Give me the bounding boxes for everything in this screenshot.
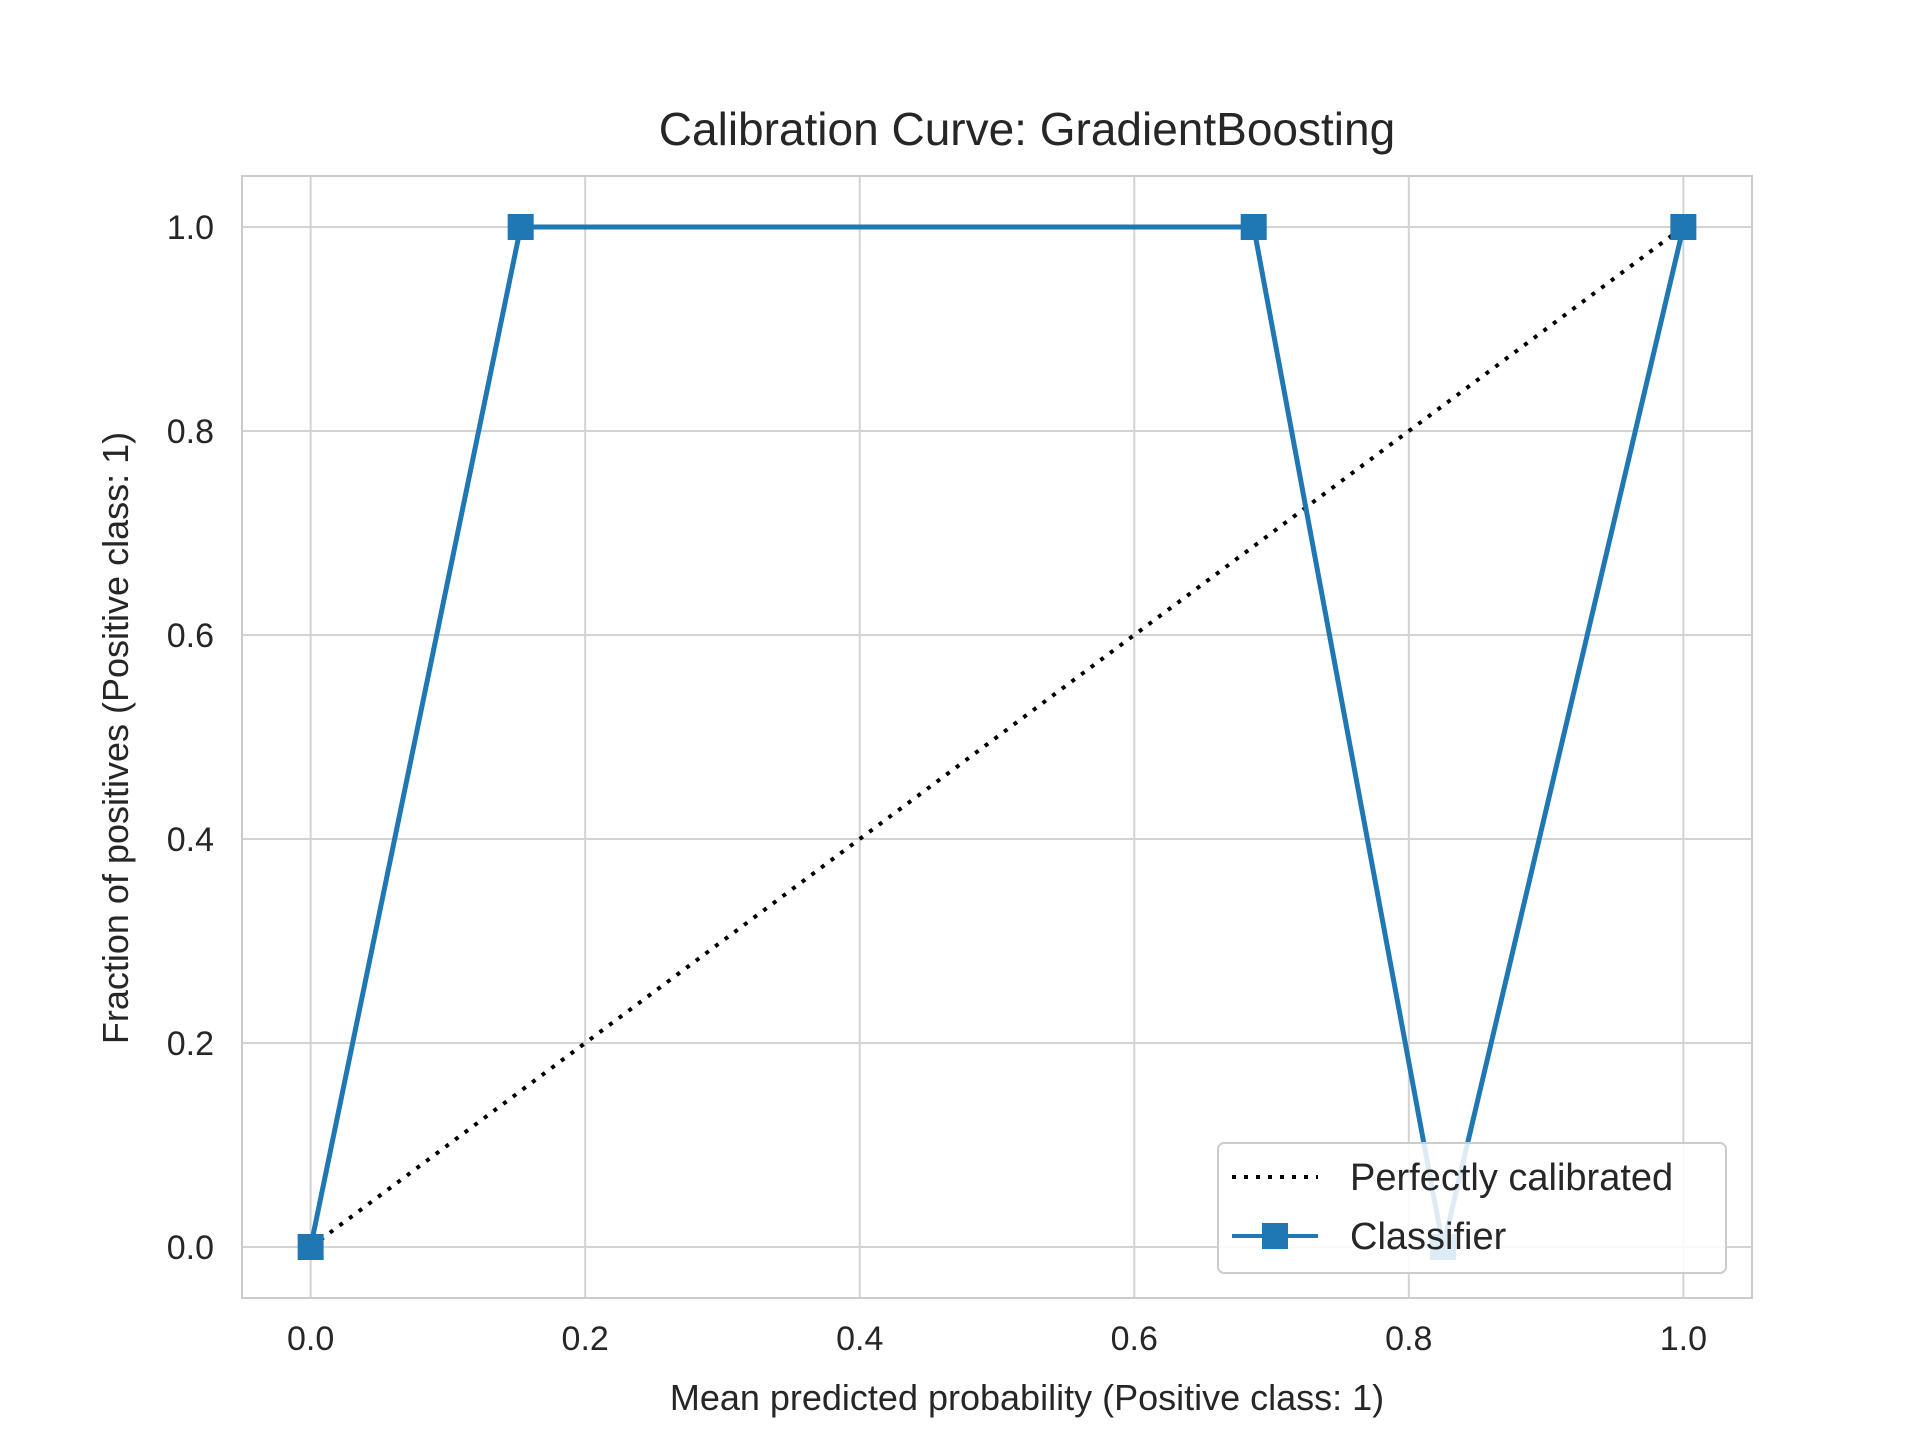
legend-marker-classifier [1262,1223,1288,1249]
legend-label-perfect: Perfectly calibrated [1350,1157,1673,1199]
x-tick-label: 0.6 [1111,1320,1158,1358]
perfectly-calibrated-line [309,225,1685,1249]
x-axis-label: Mean predicted probability (Positive cla… [670,1377,1384,1418]
x-tick-label: 0.2 [562,1320,609,1358]
y-tick-label: 0.0 [167,1229,214,1267]
x-tick-label: 1.0 [1660,1320,1707,1358]
y-tick-label: 0.4 [167,821,214,859]
classifier-point [507,214,534,240]
y-tick-label: 0.6 [167,617,214,655]
y-tick-label: 1.0 [167,209,214,247]
y-axis-label: Fraction of positives (Positive class: 1… [95,432,136,1044]
legend: Perfectly calibrated Classifier [1217,1142,1727,1274]
classifier-point [1240,214,1267,240]
chart-title: Calibration Curve: GradientBoosting [659,103,1395,155]
legend-label-classifier: Classifier [1350,1216,1507,1258]
y-tick-label: 0.2 [167,1025,214,1063]
grid-lines [242,176,1752,1298]
legend-box [1217,1142,1727,1274]
classifier-point [1670,214,1697,240]
tick-labels: 0.0 0.2 0.4 0.6 0.8 1.0 0.0 0.2 0.4 0.6 0.8 1.0 [167,209,1707,1358]
y-tick-label: 0.8 [167,413,214,451]
x-tick-label: 0.8 [1385,1320,1432,1358]
x-tick-label: 0.0 [287,1320,334,1358]
x-tick-label: 0.4 [836,1320,883,1358]
classifier-point [297,1234,324,1260]
plot-frame [241,175,1753,1299]
